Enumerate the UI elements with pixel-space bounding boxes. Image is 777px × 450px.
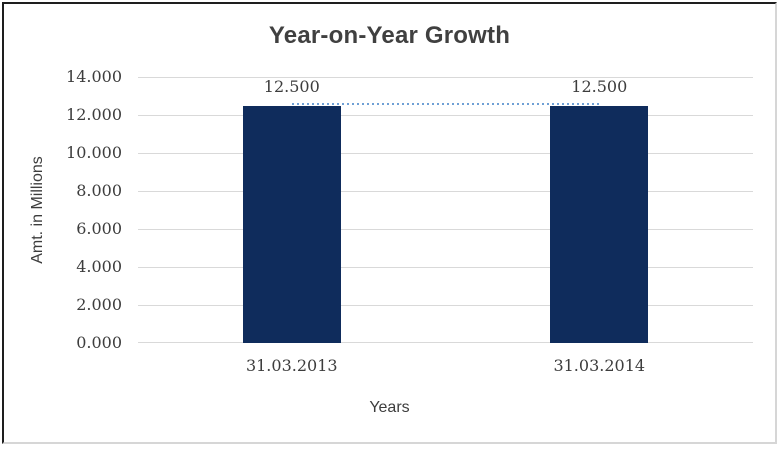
gridline: [138, 305, 753, 306]
x-tick-label-2013: 31.03.2013: [245, 356, 338, 375]
x-axis-title: Years: [369, 399, 410, 416]
y-tick-label: 6.000: [76, 219, 122, 238]
category-slot-2014: [446, 77, 754, 343]
y-tick-label: 0.000: [76, 333, 122, 352]
bar-31-03-2013: [242, 105, 341, 343]
gridline: [138, 153, 753, 154]
y-tick-label: 8.000: [76, 181, 122, 200]
x-axis-line: [138, 342, 753, 343]
x-axis-tick-labels: 31.03.2013 31.03.2014: [138, 356, 753, 378]
category-slot-2013: [138, 77, 446, 343]
data-label-2013: 12.500: [263, 76, 320, 96]
y-tick-label: 4.000: [76, 257, 122, 276]
y-tick-label: 10.000: [66, 143, 122, 162]
gridline: [138, 229, 753, 230]
y-tick-label: 2.000: [76, 295, 122, 314]
chart-container: Year-on-Year Growth Amt. in Millions 14.…: [2, 2, 777, 444]
x-tick-label-2014: 31.03.2014: [553, 356, 646, 375]
chart-title: Year-on-Year Growth: [268, 22, 511, 49]
bar-series: [138, 77, 753, 343]
data-label-2014: 12.500: [571, 76, 628, 96]
gridline: [138, 77, 753, 78]
y-axis-tick-labels: 14.000 12.000 10.000 8.000 6.000 4.000 2…: [40, 67, 122, 352]
gridline: [138, 267, 753, 268]
gridline: [138, 191, 753, 192]
y-tick-label: 12.000: [66, 105, 122, 124]
plot-area: 12.500 12.500: [138, 77, 753, 343]
y-tick-label: 14.000: [66, 67, 122, 86]
gridlines: [138, 77, 753, 343]
gridline: [138, 115, 753, 116]
bar-31-03-2014: [550, 105, 649, 343]
trendline: [291, 102, 600, 105]
